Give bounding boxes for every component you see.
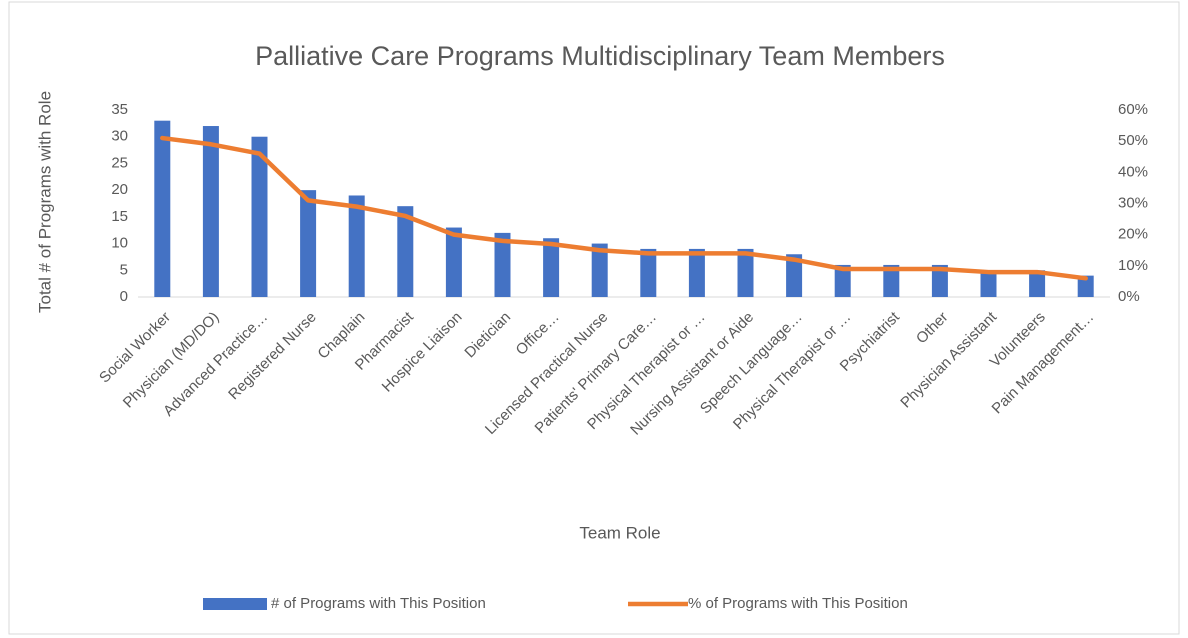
y2-tick-label: 20% [1118,226,1148,243]
chart-title: Palliative Care Programs Multidisciplina… [255,41,945,71]
x-tick-label: Registered Nurse [225,309,320,404]
x-axis-title: Team Role [579,523,660,542]
bar [786,254,803,297]
bar [834,264,851,297]
legend-label: # of Programs with This Position [271,595,486,612]
y-tick-label: 30 [111,128,128,145]
y-tick-label: 20 [111,181,128,198]
bar [980,270,997,297]
y-tick-label: 0 [120,288,128,305]
bar [202,126,219,298]
y-tick-label: 15 [111,208,128,225]
x-tick-label: Other [913,309,952,348]
y2-tick-label: 60% [1118,101,1148,118]
y-tick-label: 25 [111,154,128,171]
bar [931,264,948,297]
bar [251,136,268,297]
legend-swatch [203,598,267,610]
bar [688,248,705,297]
bar [883,264,900,297]
y2-tick-label: 50% [1118,132,1148,149]
y2-tick-label: 10% [1118,257,1148,274]
bar [640,248,657,297]
x-tick-label: Physician Assistant [897,308,1000,411]
bar [737,248,754,297]
bar [591,243,608,297]
bar [154,120,171,297]
x-tick-label: Office… [513,309,563,359]
y-tick-label: 10 [111,235,128,252]
bar [494,232,511,297]
y-tick-label: 35 [111,101,128,118]
y2-tick-label: 30% [1118,194,1148,211]
bar [1077,275,1094,297]
y-axis-title: Total # of Programs with Role [35,91,54,313]
x-tick-label: Dietician [461,309,514,362]
y-tick-label: 5 [120,261,128,278]
chart-frame [8,1,1180,635]
bar [348,195,365,297]
y2-tick-label: 0% [1118,288,1140,305]
y2-tick-label: 40% [1118,163,1148,180]
bar [300,190,317,297]
line [160,135,1088,281]
bar [397,206,414,297]
bar [445,227,462,297]
legend-label: % of Programs with This Position [688,595,908,612]
bar [543,238,560,297]
bar [1029,270,1046,297]
